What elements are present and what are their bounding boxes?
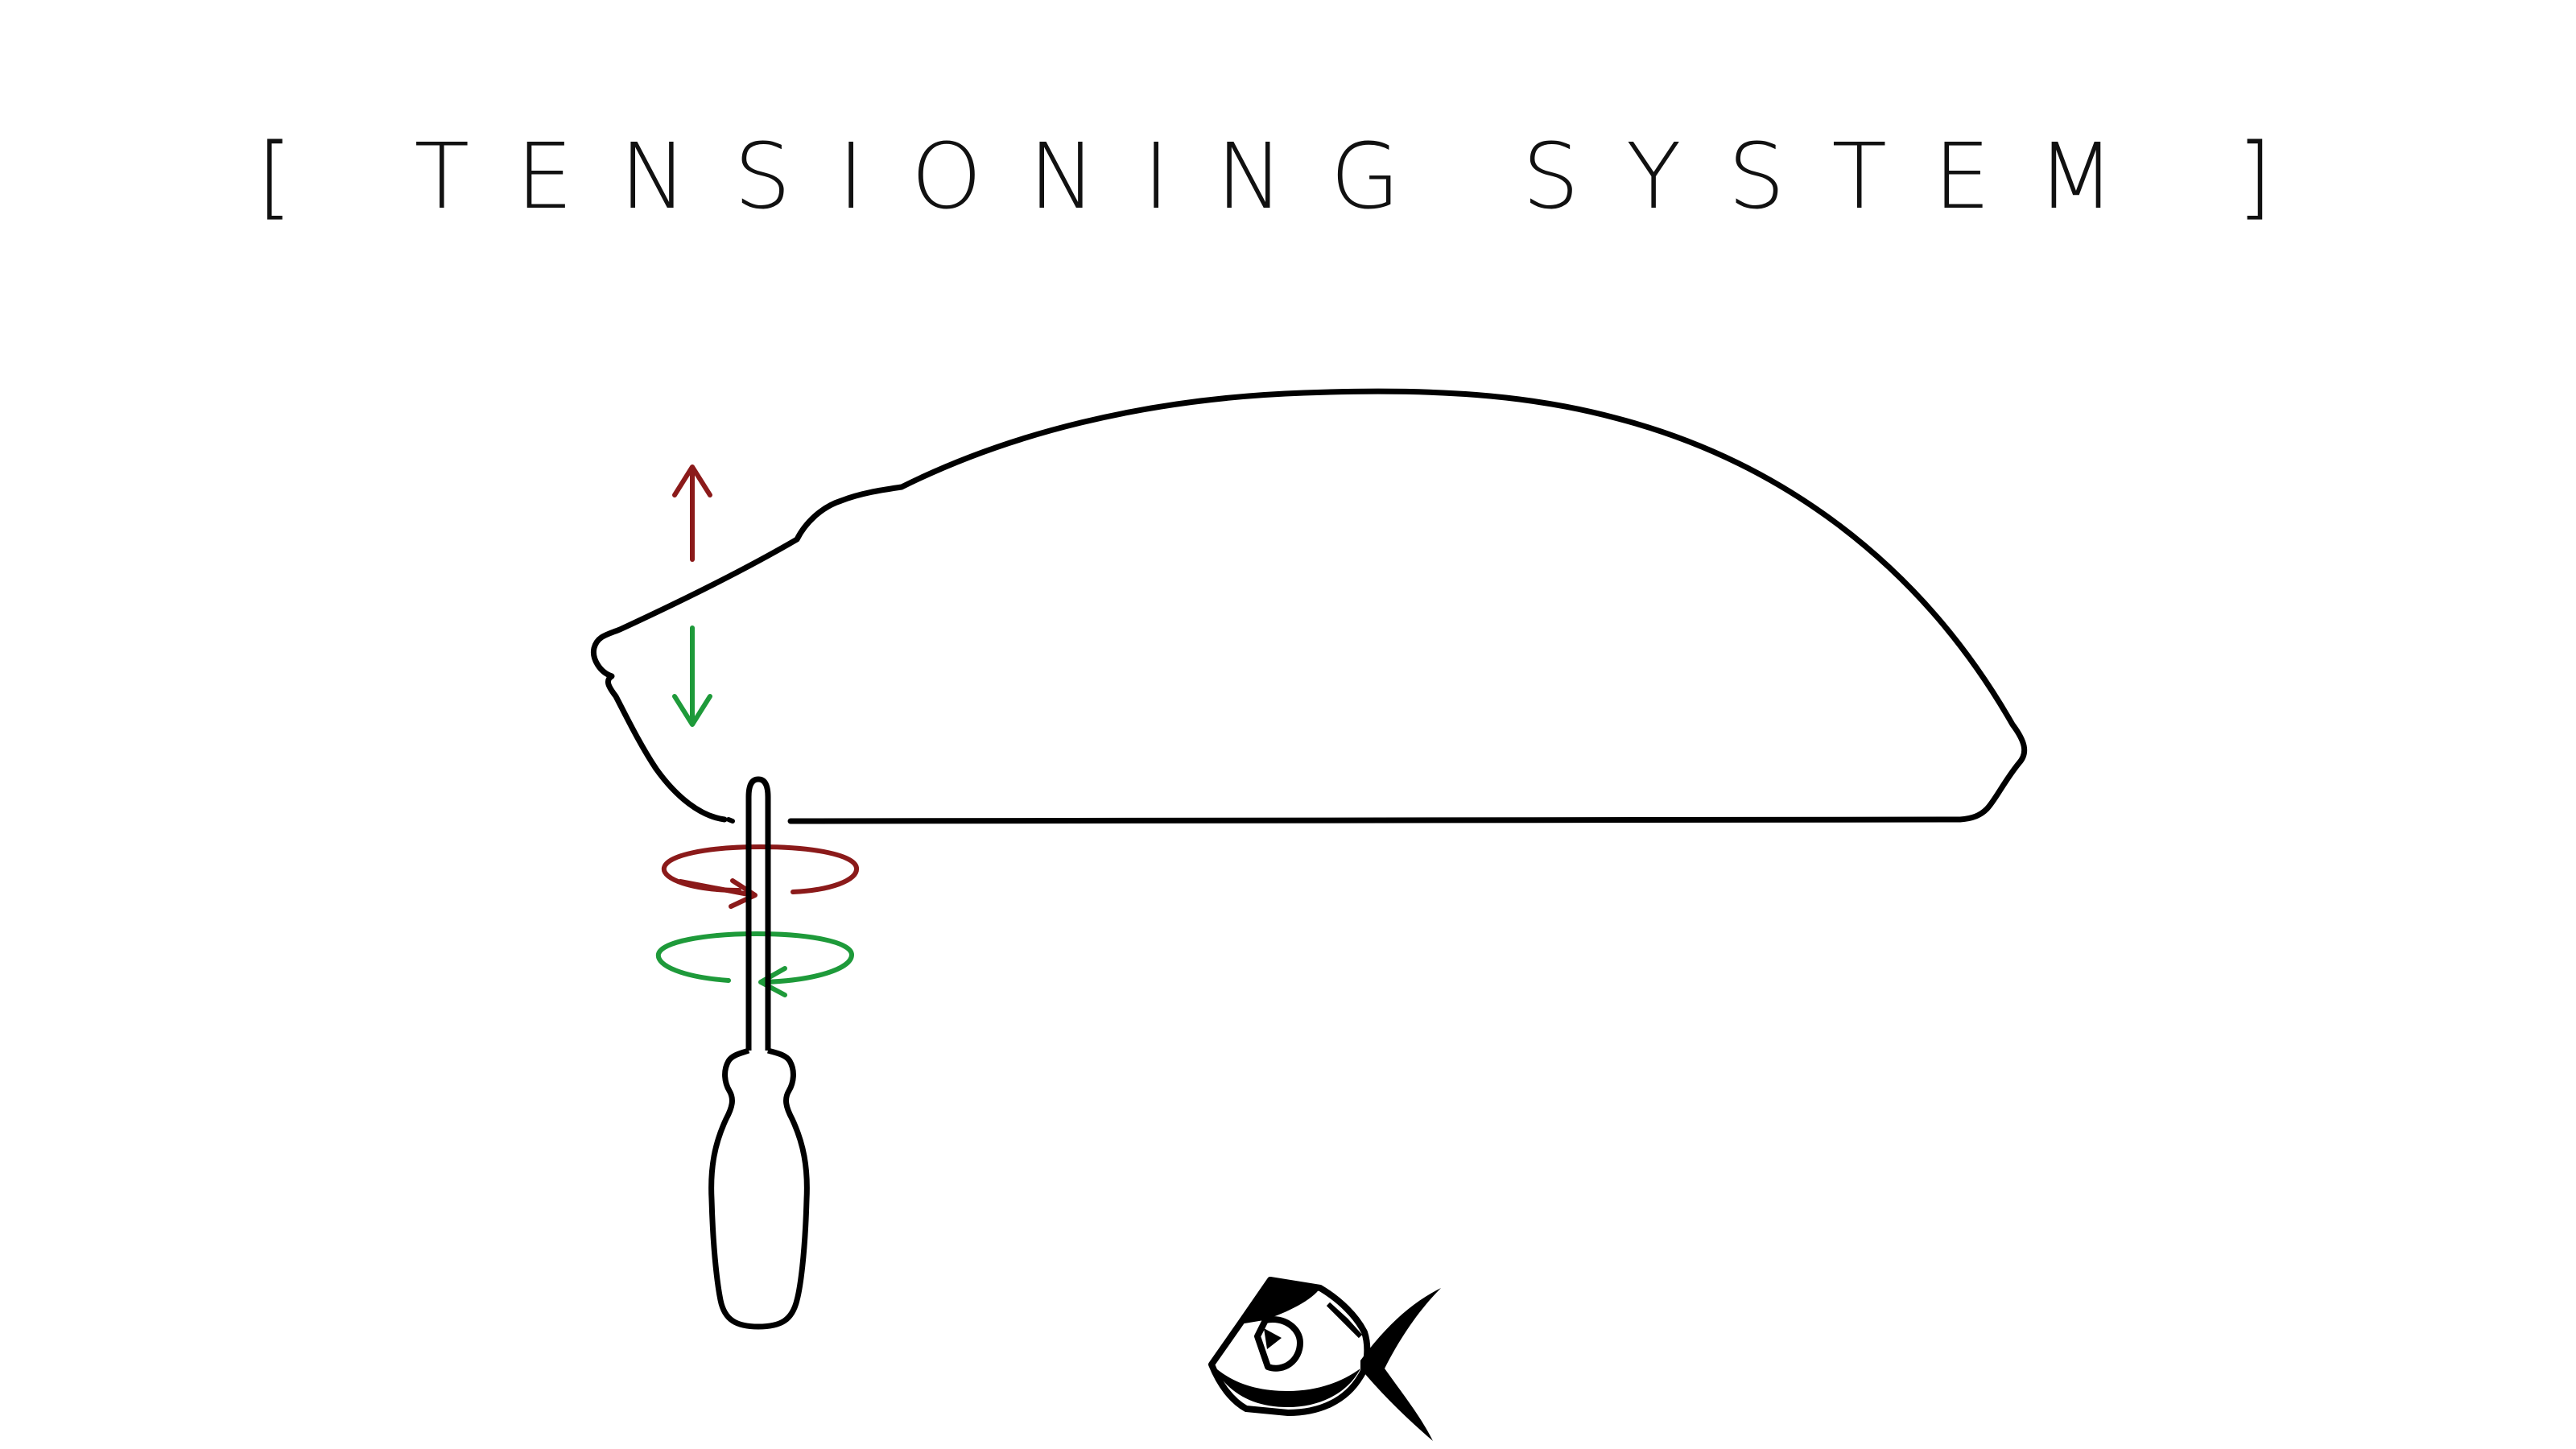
- shell-notch: [726, 817, 735, 824]
- arrow-up-icon: [672, 464, 712, 562]
- screwdriver-icon: [708, 776, 810, 1330]
- fish-logo-icon: [1208, 1277, 1441, 1441]
- arrow-down-icon: [672, 625, 712, 727]
- rotation-arrow-green-icon: [655, 931, 855, 997]
- title-text: TENSIONING SYSTEM: [414, 125, 2162, 229]
- title-open-bracket: [: [257, 125, 340, 229]
- rotation-arrow-red-icon: [661, 844, 859, 909]
- title-close-bracket: ]: [2236, 125, 2319, 229]
- mouse-shell-outline: [590, 388, 2028, 824]
- page-title: [ TENSIONING SYSTEM ]: [0, 121, 2576, 233]
